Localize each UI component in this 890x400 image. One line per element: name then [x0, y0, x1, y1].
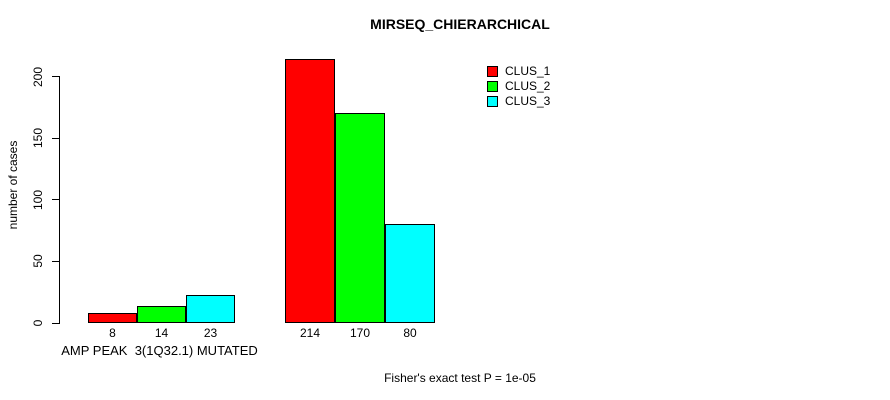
y-tick-mark — [52, 260, 60, 262]
bar-clus_2 — [137, 305, 186, 323]
y-tick-mark — [52, 137, 60, 139]
y-tick-label: 200 — [31, 66, 45, 87]
group-label: AMP PEAK 3(1Q32.1) MUTATED — [61, 343, 258, 358]
y-tick-label: 0 — [31, 319, 45, 327]
bar-clus_1 — [285, 59, 335, 323]
bar-clus_3 — [385, 224, 435, 323]
y-axis-label: number of cases — [6, 140, 20, 230]
y-tick-label: 150 — [31, 128, 45, 149]
y-tick-label: 50 — [31, 254, 45, 269]
legend: CLUS_1 CLUS_2 CLUS_3 — [487, 64, 550, 109]
chart-title: MIRSEQ_CHIERARCHICAL — [370, 16, 550, 32]
legend-label: CLUS_3 — [505, 94, 551, 108]
legend-label: CLUS_2 — [505, 79, 551, 93]
y-tick-label: 100 — [31, 189, 45, 210]
bar-value-label: 8 — [109, 326, 116, 340]
legend-swatch-clus_1 — [487, 66, 498, 77]
bar-clus_1 — [88, 313, 137, 323]
bar-value-label: 14 — [154, 326, 169, 340]
y-tick-mark — [52, 322, 60, 324]
bar-value-label: 80 — [403, 326, 417, 340]
legend-row: CLUS_2 — [487, 79, 550, 94]
legend-row: CLUS_1 — [487, 64, 550, 79]
footnote: Fisher's exact test P = 1e-05 — [384, 371, 536, 385]
legend-swatch-clus_3 — [487, 96, 498, 107]
legend-label: CLUS_1 — [505, 64, 551, 78]
bar-clus_2 — [335, 113, 385, 323]
legend-row: CLUS_3 — [487, 94, 550, 109]
bar-value-label: 170 — [349, 326, 371, 340]
bar-value-label: 214 — [299, 326, 321, 340]
bar-clus_3 — [186, 294, 235, 323]
bar-value-label: 23 — [203, 326, 218, 340]
legend-swatch-clus_2 — [487, 81, 498, 92]
y-tick-mark — [52, 76, 60, 77]
y-tick-mark — [52, 199, 60, 201]
